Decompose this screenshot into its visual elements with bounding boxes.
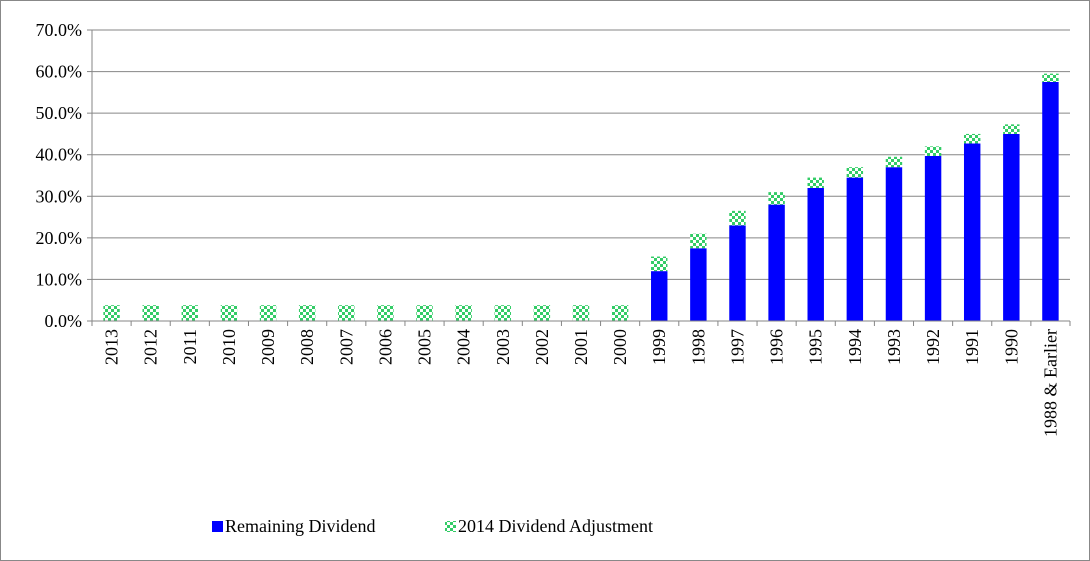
x-tick-label: 1988 & Earlier [1040, 329, 1060, 437]
x-tick-label: 1999 [649, 329, 669, 365]
x-tick-label: 2005 [415, 329, 435, 365]
y-tick-label: 20.0% [36, 228, 83, 248]
bar-segment [963, 133, 981, 144]
x-tick-label: 1994 [845, 329, 865, 365]
y-tick-label: 60.0% [36, 62, 83, 82]
y-tick-label: 70.0% [36, 20, 83, 40]
x-tick-label: 1992 [923, 329, 943, 365]
x-tick-label: 1995 [806, 329, 826, 365]
legend-swatch [212, 521, 223, 532]
x-tick-label: 2000 [610, 329, 630, 365]
x-tick-label: 1997 [727, 329, 747, 365]
y-tick-label: 30.0% [36, 186, 83, 206]
legend-label: Remaining Dividend [225, 516, 375, 536]
y-tick-label: 10.0% [36, 269, 83, 289]
bar-segment [1042, 73, 1059, 82]
bar-segment [572, 305, 590, 321]
bar-segment [963, 143, 981, 321]
bar-segment [1042, 81, 1059, 321]
bar-segment [729, 210, 746, 226]
bar-segment [651, 271, 668, 321]
bar-segment [611, 305, 629, 321]
y-tick-label: 40.0% [36, 145, 83, 165]
bar-segment [807, 177, 824, 188]
bar-segment [729, 225, 746, 321]
bar-segment [338, 305, 355, 321]
bar-segment [690, 233, 707, 249]
x-tick-label: 2003 [493, 329, 513, 365]
x-tick-label: 1998 [688, 329, 708, 365]
bar-segment [142, 305, 159, 321]
bar-segment [377, 305, 394, 321]
bar-segment [885, 156, 903, 168]
bar-segment [181, 305, 199, 321]
bar-segment [924, 146, 942, 156]
legend-label: 2014 Dividend Adjustment [458, 516, 653, 536]
x-tick-label: 2004 [454, 329, 474, 365]
x-tick-label: 2012 [141, 329, 161, 365]
bar-segment [1003, 133, 1020, 321]
bar-segment [455, 305, 472, 321]
x-tick-label: 2010 [219, 329, 239, 365]
x-tick-label: 2009 [258, 329, 278, 365]
bar-segment [768, 204, 785, 321]
y-tick-label: 0.0% [45, 311, 83, 331]
x-tick-label: 1991 [962, 329, 982, 365]
bar-segment [220, 305, 238, 321]
bar-segment [651, 256, 668, 272]
legend-swatch [445, 521, 456, 532]
x-tick-label: 2002 [532, 329, 552, 365]
bar-segment [103, 305, 120, 321]
x-tick-label: 2008 [297, 329, 317, 365]
bar-segment [807, 187, 824, 321]
x-tick-label: 2011 [180, 329, 200, 364]
bar-segment [846, 177, 864, 321]
bar-segment [533, 305, 551, 321]
x-tick-label: 2001 [571, 329, 591, 365]
x-tick-label: 1993 [884, 329, 904, 365]
bar-segment [768, 192, 785, 205]
bar-segment [298, 305, 316, 321]
bar-segment [846, 167, 864, 178]
bar-segment [690, 248, 707, 321]
y-tick-label: 50.0% [36, 103, 83, 123]
x-tick-label: 2006 [375, 329, 395, 365]
x-tick-label: 1990 [1001, 329, 1021, 365]
x-tick-label: 1996 [767, 329, 787, 365]
bar-segment [494, 305, 511, 321]
bar-segment [885, 167, 903, 321]
bar-segment [924, 155, 942, 321]
x-tick-label: 2013 [102, 329, 122, 365]
bar-segment [1003, 124, 1020, 134]
bar-segment [259, 305, 277, 321]
x-tick-label: 2007 [336, 329, 356, 365]
bar-segment [416, 305, 433, 321]
